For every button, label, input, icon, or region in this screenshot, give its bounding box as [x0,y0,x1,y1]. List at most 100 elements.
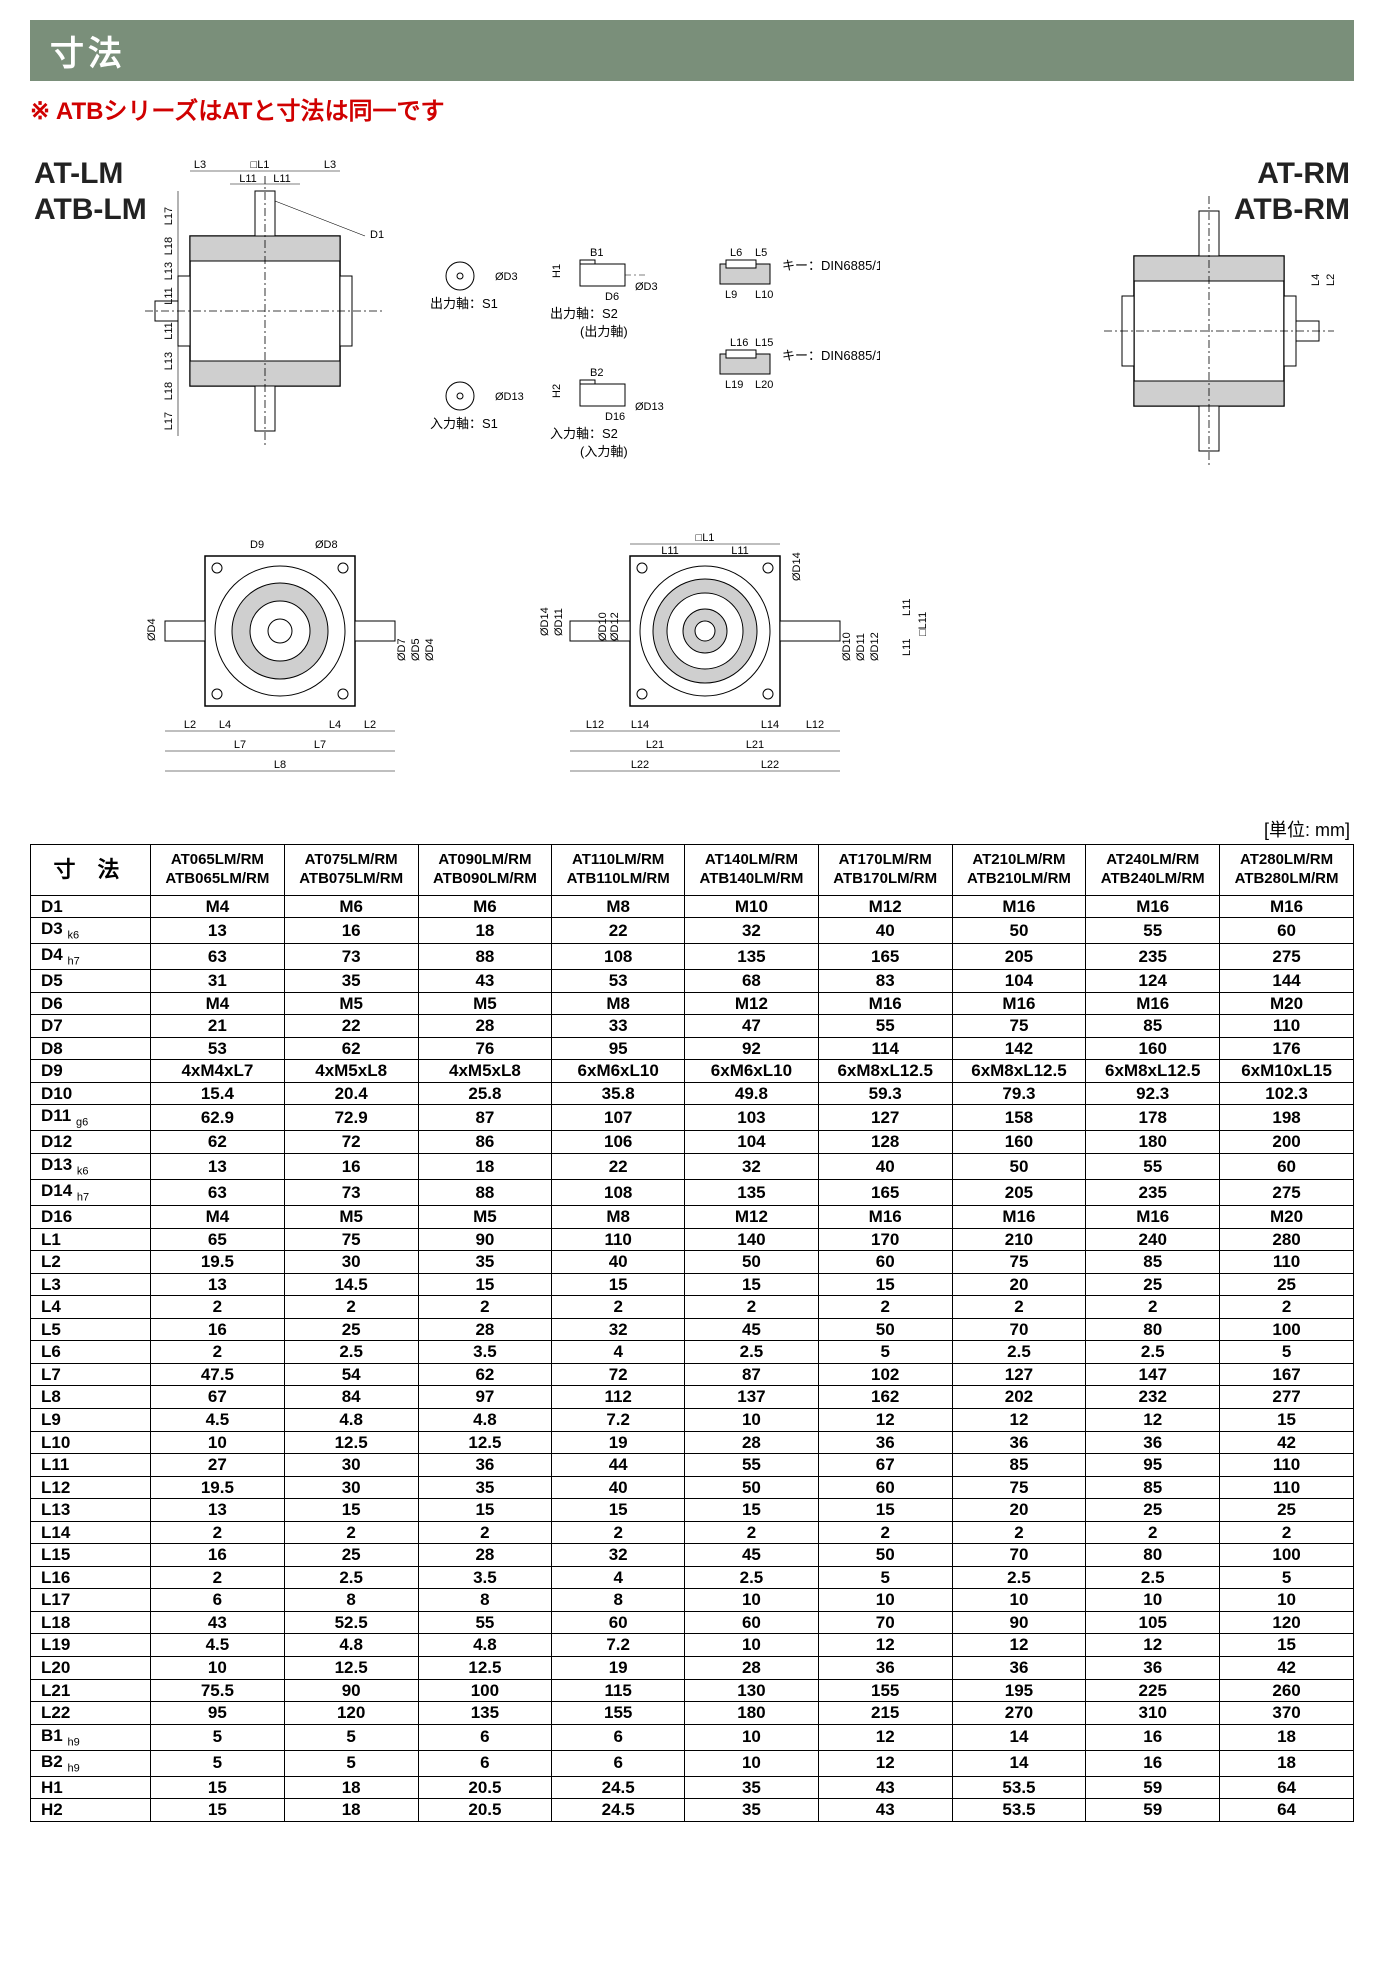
dim-value: 90 [284,1679,418,1702]
dim-value: 100 [418,1679,552,1702]
table-row: L101012.512.5192836363642 [31,1431,1354,1454]
dim-value: 10 [685,1724,819,1750]
dim-value: 22 [552,1153,685,1179]
dim-value: M16 [1086,992,1220,1015]
dim-value: 67 [818,1454,952,1477]
dim-value: 6 [552,1724,685,1750]
page-title: 寸法 [30,20,1354,81]
svg-text:ØD3: ØD3 [495,271,518,283]
dim-value: 76 [418,1037,552,1060]
dim-value: 12 [952,1634,1086,1657]
svg-text:L21: L21 [746,739,764,751]
dim-value: 47.5 [151,1363,285,1386]
dim-value: 16 [151,1544,285,1567]
dimensions-table: 寸 法 AT065LM/RMATB065LM/RMAT075LM/RMATB07… [30,844,1354,1822]
dim-value: 59.3 [818,1082,952,1105]
dim-value: 35 [685,1799,819,1822]
dim-value: 12 [818,1408,952,1431]
svg-text:出力軸：S2: 出力軸：S2 [550,306,618,321]
dim-value: 73 [284,1180,418,1206]
table-row: D14 h7637388108135165205235275 [31,1180,1354,1206]
dim-value: 127 [818,1105,952,1131]
right-gearbox-side: L4 L2 [1084,186,1344,506]
dim-value: 4.5 [151,1408,285,1431]
svg-text:入力軸：S2: 入力軸：S2 [550,426,618,441]
table-row: L219.530354050607585110 [31,1251,1354,1274]
dim-value: 275 [1220,1180,1354,1206]
dim-value: M12 [818,895,952,918]
dim-label: D4 h7 [31,944,151,970]
dim-value: 12 [818,1750,952,1776]
dim-value: 42 [1220,1431,1354,1454]
dim-value: 2 [1220,1521,1354,1544]
dim-value: 6 [552,1750,685,1776]
dim-value: 25 [1220,1273,1354,1296]
dim-value: 4xM5xL8 [418,1060,552,1083]
atb-note: ※ ATBシリーズはATと寸法は同一です [30,81,1354,146]
dim-value: 2 [418,1521,552,1544]
svg-text:L14: L14 [761,719,779,731]
dim-value: 6xM6xL10 [552,1060,685,1083]
svg-text:入力軸：S1: 入力軸：S1 [430,416,498,431]
dim-value: 15 [818,1273,952,1296]
dim-value: 110 [1220,1251,1354,1274]
svg-text:L14: L14 [631,719,649,731]
dim-value: 235 [1086,944,1220,970]
dim-value: 2 [151,1341,285,1364]
dim-value: 147 [1086,1363,1220,1386]
table-row: L2295120135155180215270310370 [31,1702,1354,1725]
dim-value: 10 [151,1656,285,1679]
dim-value: 24.5 [552,1799,685,1822]
svg-text:H1: H1 [551,264,563,278]
dim-value: 19.5 [151,1251,285,1274]
column-header: AT065LM/RMATB065LM/RM [151,845,285,896]
dim-value: 55 [685,1454,819,1477]
dim-value: 5 [1220,1566,1354,1589]
svg-text:ØD14: ØD14 [539,607,551,636]
dim-label: D5 [31,970,151,993]
svg-text:L4: L4 [329,719,341,731]
dim-value: 260 [1220,1679,1354,1702]
dim-label: D1 [31,895,151,918]
dim-value: 4.8 [284,1634,418,1657]
dim-value: 202 [952,1386,1086,1409]
dim-value: 75 [952,1476,1086,1499]
unit-label: [単位: mm] [30,816,1354,842]
dim-value: 225 [1086,1679,1220,1702]
table-row: L51625283245507080100 [31,1318,1354,1341]
dim-value: 28 [418,1544,552,1567]
dim-value: 15 [151,1799,285,1822]
dim-value: 62.9 [151,1105,285,1131]
svg-text:ØD3: ØD3 [635,281,658,293]
dim-value: M12 [685,1206,819,1229]
dim-value: 62 [418,1363,552,1386]
dim-label: D16 [31,1206,151,1229]
dim-value: 7.2 [552,1634,685,1657]
svg-text:L12: L12 [806,719,824,731]
dim-value: 63 [151,1180,285,1206]
dim-value: 67 [151,1386,285,1409]
svg-text:L2: L2 [364,719,376,731]
dim-value: 50 [818,1318,952,1341]
dim-value: 14 [952,1724,1086,1750]
dim-value: 10 [685,1589,819,1612]
dim-value: 55 [1086,1153,1220,1179]
table-row: L94.54.84.87.21012121215 [31,1408,1354,1431]
dim-value: 90 [952,1611,1086,1634]
dim-value: 25 [1086,1499,1220,1522]
dim-value: 15 [151,1776,285,1799]
dim-value: 135 [685,944,819,970]
dim-label: H1 [31,1776,151,1799]
dim-label: L1 [31,1228,151,1251]
dim-value: 2 [818,1296,952,1319]
svg-text:L16: L16 [730,337,748,349]
svg-text:L10: L10 [755,289,773,301]
dim-value: 18 [1220,1750,1354,1776]
dim-value: 155 [818,1679,952,1702]
dim-value: 10 [818,1589,952,1612]
svg-text:L11: L11 [273,173,291,185]
dim-value: 50 [818,1544,952,1567]
dim-value: 112 [552,1386,685,1409]
dim-value: 3.5 [418,1341,552,1364]
dim-value: 25 [284,1544,418,1567]
